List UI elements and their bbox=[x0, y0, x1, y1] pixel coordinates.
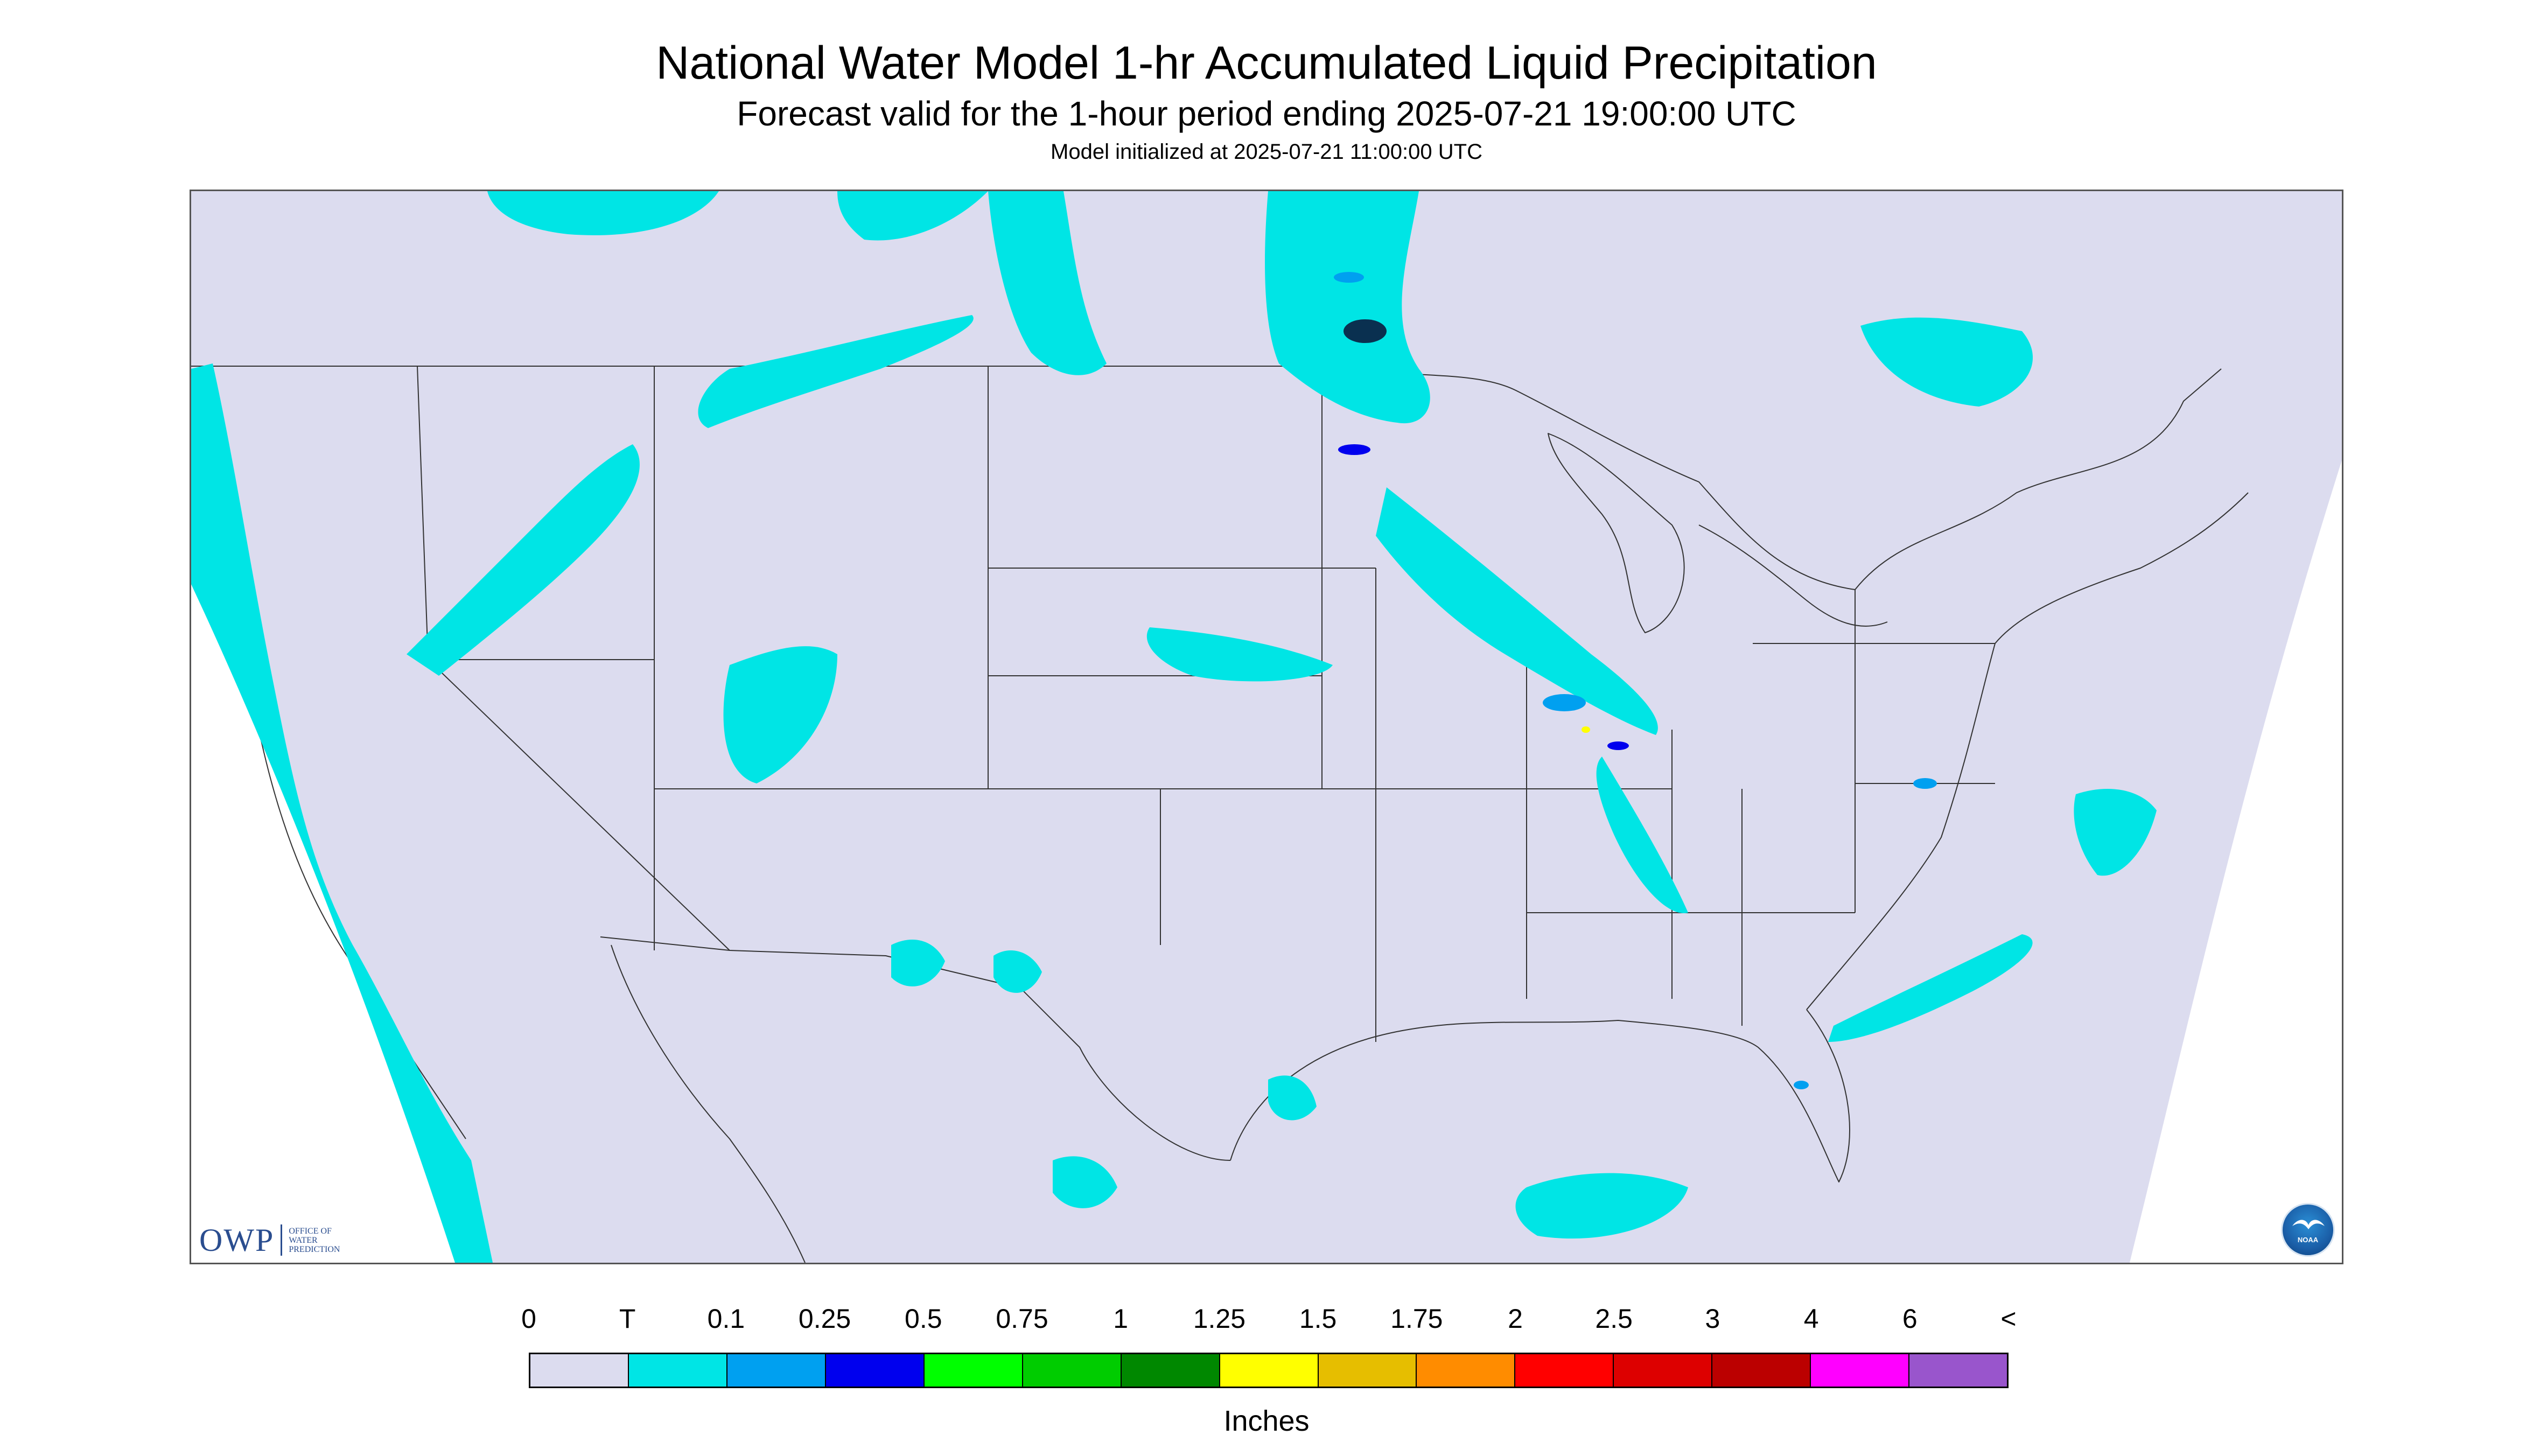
owp-logo-divider bbox=[281, 1224, 283, 1256]
owp-logo-mark: OWP bbox=[199, 1222, 275, 1258]
legend-tick-label: < bbox=[2000, 1304, 2017, 1334]
precip-color-legend bbox=[529, 1353, 2009, 1388]
canada-us-border bbox=[191, 366, 2222, 590]
legend-tick-label: 6 bbox=[1902, 1304, 1918, 1334]
legend-tick-label: 0.5 bbox=[905, 1304, 942, 1334]
legend-tick-label: 2 bbox=[1508, 1304, 1523, 1334]
precip-heavier-cells bbox=[1334, 272, 1937, 1089]
legend-tick-label: 0.75 bbox=[996, 1304, 1048, 1334]
legend-swatch bbox=[727, 1354, 826, 1387]
forecast-valid-subtitle: Forecast valid for the 1-hour period end… bbox=[737, 94, 1796, 133]
legend-swatch bbox=[1121, 1354, 1220, 1387]
legend-swatch bbox=[924, 1354, 1023, 1387]
precip-trace bbox=[191, 191, 2157, 1263]
gulf-coast bbox=[1230, 1009, 1850, 1182]
legend-swatch bbox=[1614, 1354, 1713, 1387]
noaa-logo-text: NOAA bbox=[2297, 1236, 2319, 1244]
legend-units: Inches bbox=[1223, 1405, 1310, 1437]
legend-tick-label: 0.1 bbox=[707, 1304, 745, 1334]
model-domain bbox=[191, 191, 2342, 1263]
legend-swatch bbox=[1417, 1354, 1516, 1387]
legend-swatch bbox=[1515, 1354, 1614, 1387]
legend-swatch bbox=[825, 1354, 925, 1387]
east-coast bbox=[1806, 492, 2249, 1010]
legend-swatch bbox=[628, 1354, 727, 1387]
legend-tick-label: 1 bbox=[1113, 1304, 1129, 1334]
great-lakes bbox=[1548, 433, 1888, 633]
owp-logo: OWP OFFICE OF WATER PREDICTION bbox=[199, 1221, 359, 1259]
legend-tick-label: 0.25 bbox=[798, 1304, 851, 1334]
legend-tick-label: 1.5 bbox=[1299, 1304, 1337, 1334]
legend-swatch bbox=[1023, 1354, 1122, 1387]
legend-swatch bbox=[1712, 1354, 1811, 1387]
mexico-border bbox=[600, 936, 1231, 1161]
legend-tick-label: 2.5 bbox=[1595, 1304, 1633, 1334]
precipitation-map[interactable] bbox=[190, 190, 2343, 1264]
legend-tick-label: 1.25 bbox=[1193, 1304, 1246, 1334]
noaa-logo: NOAA bbox=[2281, 1203, 2335, 1257]
owp-logo-text: OFFICE OF WATER PREDICTION bbox=[289, 1226, 340, 1254]
legend-swatch bbox=[1318, 1354, 1417, 1387]
legend-tick-label: 1.75 bbox=[1390, 1304, 1443, 1334]
map-title: National Water Model 1-hr Accumulated Li… bbox=[656, 37, 1877, 89]
model-init-line: Model initialized at 2025-07-21 11:00:00… bbox=[1051, 140, 1482, 164]
legend-tick-label: T bbox=[619, 1304, 636, 1334]
legend-swatch bbox=[1220, 1354, 1319, 1387]
noaa-gull-icon bbox=[2292, 1220, 2325, 1229]
legend-swatch bbox=[1909, 1354, 2007, 1387]
political-boundaries bbox=[191, 366, 2249, 1263]
legend-tick-label: 3 bbox=[1705, 1304, 1720, 1334]
legend-tick-label: 0 bbox=[521, 1304, 536, 1334]
legend-swatch bbox=[1811, 1354, 1910, 1387]
legend-swatch bbox=[530, 1354, 629, 1387]
baja-peninsula bbox=[611, 944, 806, 1263]
legend-tick-label: 4 bbox=[1803, 1304, 1819, 1334]
